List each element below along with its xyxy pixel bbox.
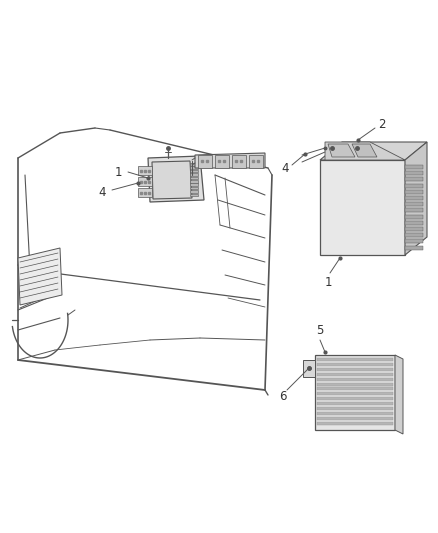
- Polygon shape: [320, 142, 427, 160]
- Polygon shape: [317, 402, 393, 405]
- Polygon shape: [405, 215, 423, 219]
- Polygon shape: [138, 177, 152, 186]
- Polygon shape: [405, 233, 423, 237]
- Polygon shape: [405, 171, 423, 175]
- Polygon shape: [317, 363, 393, 366]
- Text: 2: 2: [378, 117, 386, 131]
- Polygon shape: [190, 166, 198, 169]
- Polygon shape: [18, 248, 62, 305]
- Polygon shape: [317, 417, 393, 420]
- Polygon shape: [190, 193, 198, 196]
- Polygon shape: [190, 187, 198, 189]
- Polygon shape: [317, 387, 393, 390]
- Polygon shape: [317, 358, 393, 361]
- Polygon shape: [190, 163, 198, 166]
- Polygon shape: [190, 180, 198, 182]
- Polygon shape: [405, 208, 423, 212]
- Polygon shape: [405, 227, 423, 231]
- Polygon shape: [138, 166, 152, 175]
- Polygon shape: [317, 397, 393, 400]
- Polygon shape: [325, 142, 405, 160]
- Polygon shape: [405, 165, 423, 169]
- Polygon shape: [190, 173, 198, 176]
- Polygon shape: [190, 183, 198, 186]
- Polygon shape: [320, 160, 405, 255]
- Polygon shape: [317, 392, 393, 395]
- Polygon shape: [405, 202, 423, 206]
- Polygon shape: [317, 383, 393, 385]
- Polygon shape: [317, 368, 393, 371]
- Polygon shape: [405, 239, 423, 244]
- Polygon shape: [138, 188, 152, 197]
- Polygon shape: [405, 246, 423, 249]
- Polygon shape: [232, 155, 246, 168]
- Polygon shape: [215, 155, 229, 168]
- Polygon shape: [303, 360, 315, 377]
- Text: 1: 1: [114, 166, 122, 179]
- Polygon shape: [405, 177, 423, 181]
- Polygon shape: [148, 156, 204, 202]
- Polygon shape: [405, 221, 423, 225]
- Polygon shape: [190, 176, 198, 179]
- Polygon shape: [405, 190, 423, 194]
- Polygon shape: [190, 190, 198, 193]
- Polygon shape: [395, 355, 403, 434]
- Polygon shape: [328, 144, 355, 157]
- Text: 1: 1: [324, 277, 332, 289]
- Polygon shape: [317, 422, 393, 425]
- Polygon shape: [190, 170, 198, 172]
- Polygon shape: [352, 144, 377, 157]
- Text: 6: 6: [279, 391, 287, 403]
- Polygon shape: [317, 373, 393, 376]
- Polygon shape: [198, 155, 212, 168]
- Polygon shape: [317, 377, 393, 381]
- Polygon shape: [317, 407, 393, 410]
- Text: 4: 4: [281, 161, 289, 174]
- Polygon shape: [152, 161, 192, 199]
- Polygon shape: [249, 155, 263, 168]
- Polygon shape: [405, 183, 423, 188]
- Text: 5: 5: [316, 324, 324, 336]
- Text: 4: 4: [98, 185, 106, 198]
- Polygon shape: [405, 142, 427, 255]
- Polygon shape: [317, 412, 393, 415]
- Polygon shape: [195, 153, 265, 168]
- Polygon shape: [315, 355, 395, 430]
- Polygon shape: [405, 196, 423, 200]
